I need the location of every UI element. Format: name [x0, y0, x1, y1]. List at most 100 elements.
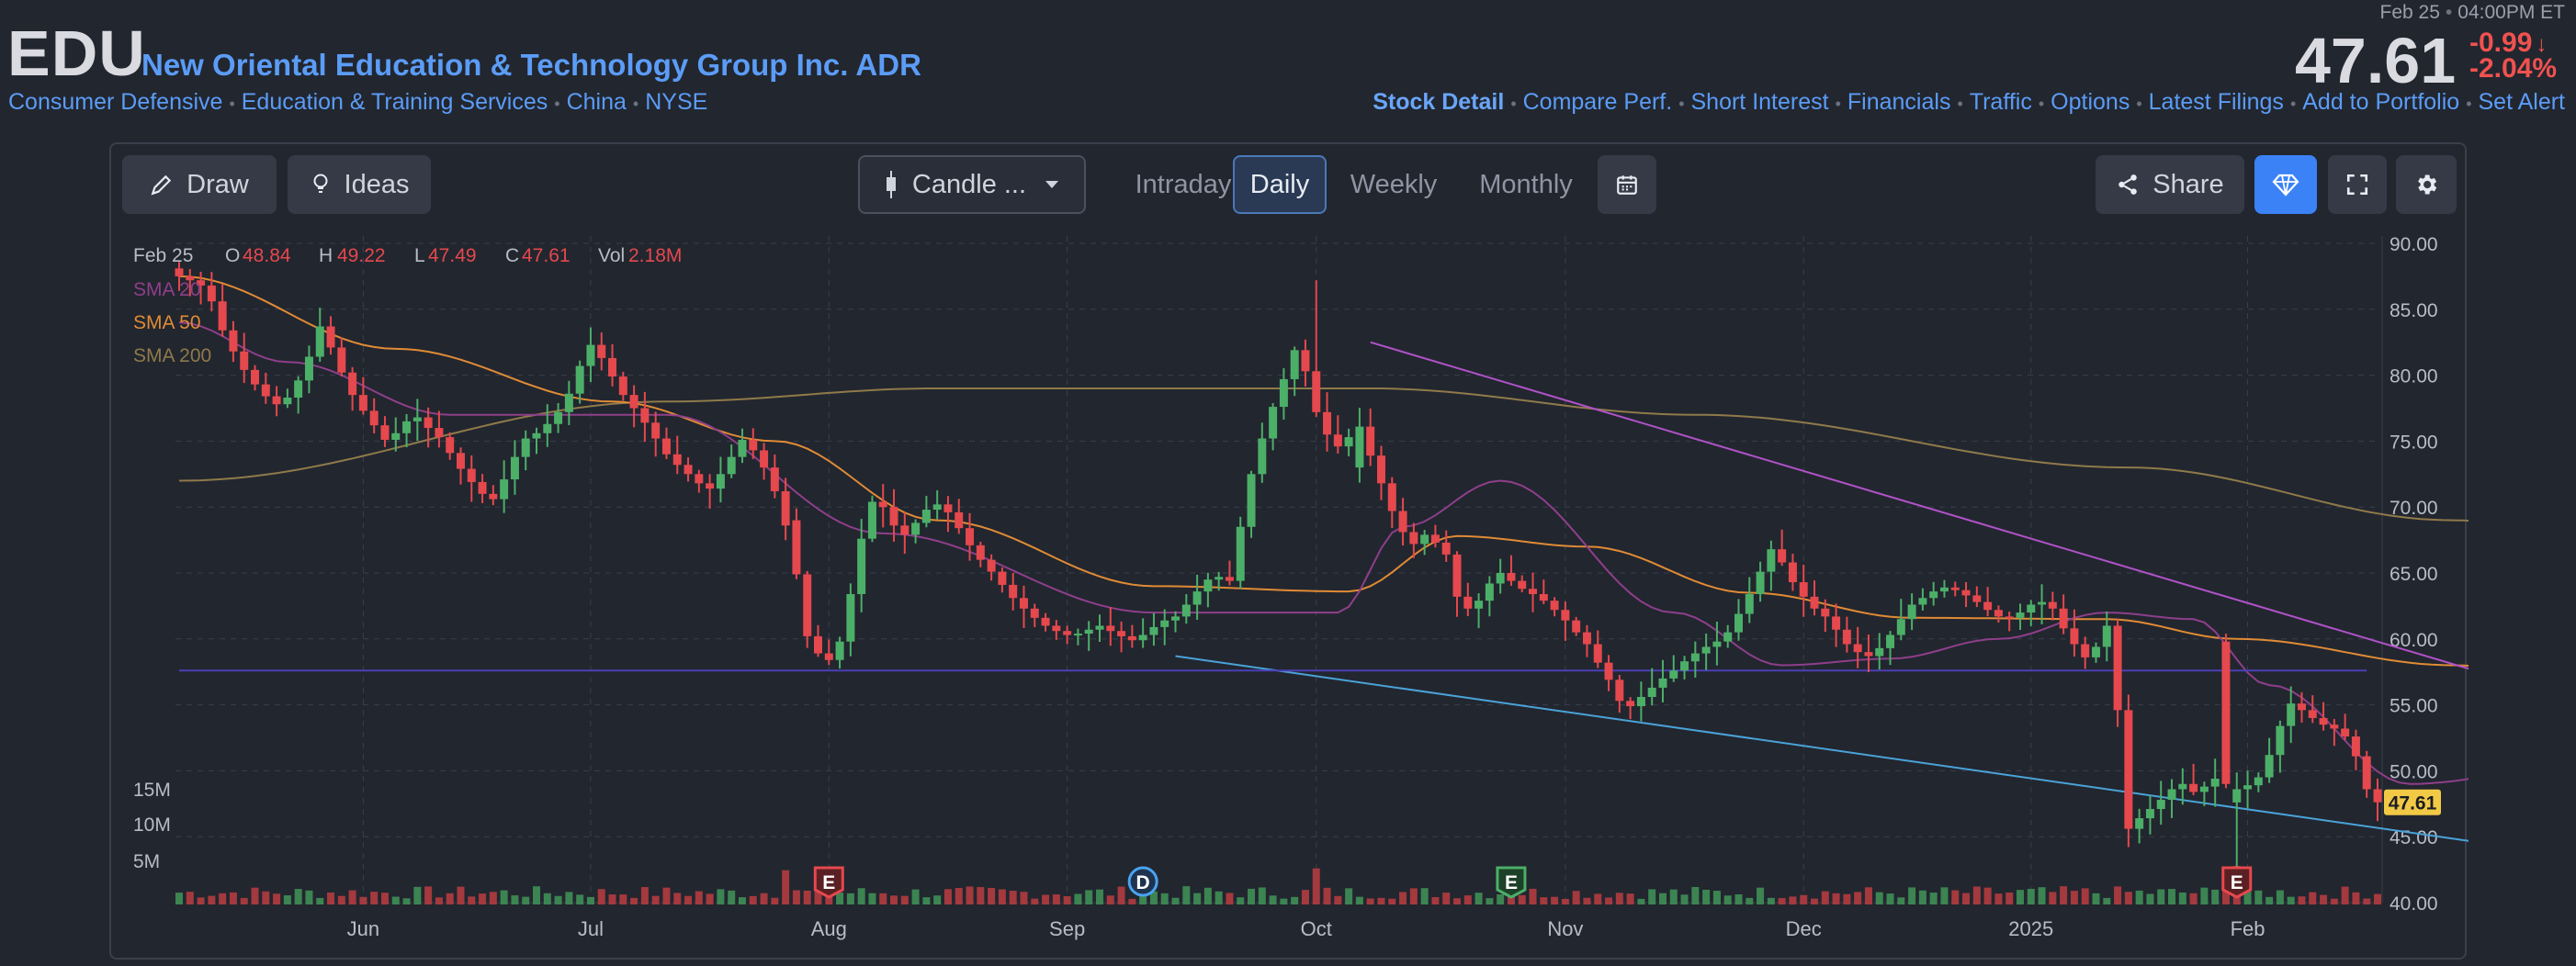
- volume-bar: [1171, 897, 1180, 904]
- candle-body: [998, 571, 1007, 585]
- nav-options[interactable]: Options: [2051, 89, 2130, 115]
- calendar-button[interactable]: [1598, 155, 1656, 214]
- candle: [1799, 564, 1808, 617]
- chart-type-select[interactable]: Candle ...: [858, 155, 1086, 214]
- pencil-icon: [151, 174, 172, 196]
- candle-body: [1312, 371, 1321, 412]
- candle-body: [987, 559, 996, 572]
- volume-bar: [1248, 888, 1256, 904]
- ideas-button[interactable]: Ideas: [288, 155, 431, 214]
- nav-compare-perf[interactable]: Compare Perf.: [1522, 89, 1673, 115]
- nav-set-alert[interactable]: Set Alert: [2478, 89, 2566, 115]
- candle: [391, 417, 401, 452]
- candle: [478, 474, 487, 504]
- nav-add-to-portfolio[interactable]: Add to Portfolio: [2302, 89, 2460, 115]
- volume-bar: [1561, 898, 1569, 904]
- ohlc-legend-item: L: [414, 245, 425, 266]
- sma50-line: [178, 275, 2469, 667]
- candle: [218, 284, 227, 337]
- settings-button[interactable]: [2396, 155, 2457, 214]
- calendar-icon: [1617, 175, 1637, 195]
- volume-bar: [1929, 893, 1938, 904]
- price-chart[interactable]: 90.00 85.00 80.00 75.00 70.00 65.00 60.00 55.00…: [111, 144, 2469, 961]
- candle-body: [2373, 789, 2382, 803]
- nav-traffic[interactable]: Traffic: [1969, 89, 2032, 115]
- share-button[interactable]: Share: [2096, 155, 2244, 214]
- ideas-label: Ideas: [344, 169, 410, 199]
- candle: [229, 320, 238, 363]
- volume-bar: [1453, 898, 1462, 904]
- volume-bar: [2027, 888, 2035, 904]
- candle: [1767, 540, 1776, 591]
- candle: [1723, 624, 1733, 648]
- candle-body: [1647, 687, 1656, 697]
- share-label: Share: [2152, 169, 2224, 199]
- nav-financials[interactable]: Financials: [1847, 89, 1951, 115]
- interval-daily[interactable]: Daily: [1233, 155, 1327, 214]
- fullscreen-icon: [2346, 174, 2368, 196]
- volume-bar: [380, 893, 389, 904]
- industry-link[interactable]: Education & Training Services: [241, 89, 548, 115]
- country-link[interactable]: China: [566, 89, 627, 115]
- candle-body: [380, 425, 390, 440]
- volume-bar: [1551, 896, 1559, 904]
- candle: [706, 474, 715, 509]
- event-marker-earnings-green: E: [1496, 866, 1527, 899]
- candle-body: [1485, 583, 1494, 601]
- candle-body: [412, 417, 422, 421]
- y-tick-label: 85.00: [2390, 300, 2438, 321]
- nav-short-interest[interactable]: Short Interest: [1690, 89, 1829, 115]
- premium-button[interactable]: [2254, 155, 2317, 214]
- candle: [1052, 620, 1061, 640]
- sector-link[interactable]: Consumer Defensive: [8, 89, 223, 115]
- volume-bar: [1778, 898, 1786, 904]
- candle-body: [651, 422, 661, 439]
- candle: [1290, 346, 1299, 397]
- candle: [2156, 781, 2165, 826]
- candle-body: [1041, 617, 1050, 626]
- exchange-link[interactable]: NYSE: [645, 89, 708, 115]
- volume-bar: [413, 886, 422, 904]
- candle: [543, 404, 552, 447]
- volume-bar: [1854, 892, 1862, 904]
- candle-body: [391, 432, 401, 440]
- candle: [435, 410, 444, 448]
- candle-body: [1063, 631, 1072, 635]
- interval-weekly[interactable]: Weekly: [1350, 169, 1438, 199]
- candle: [1896, 599, 1905, 641]
- candle: [998, 567, 1007, 593]
- draw-button[interactable]: Draw: [122, 155, 277, 214]
- candle: [1864, 634, 1873, 673]
- interval-intraday[interactable]: Intraday: [1135, 169, 1232, 199]
- candle-body: [1929, 591, 1938, 599]
- candle-body: [489, 493, 498, 500]
- candle: [1063, 625, 1072, 645]
- candle: [911, 519, 921, 544]
- nav-stock-detail[interactable]: Stock Detail: [1373, 89, 1505, 115]
- volume-bar: [2070, 891, 2078, 904]
- earnings-marker-shape: [1496, 866, 1527, 899]
- candle: [1301, 339, 1310, 387]
- volume-bar: [370, 892, 378, 904]
- volume-bar: [1301, 890, 1309, 904]
- candle-body: [727, 456, 736, 475]
- y-tick-label: 45.00: [2390, 827, 2438, 848]
- candle-body: [955, 511, 964, 529]
- candle-body: [2199, 786, 2209, 792]
- candle: [1788, 554, 1797, 591]
- interval-monthly[interactable]: Monthly: [1479, 169, 1573, 199]
- candle: [857, 519, 866, 612]
- candle: [1886, 631, 1895, 666]
- fullscreen-button[interactable]: [2328, 155, 2387, 214]
- nav-latest-filings[interactable]: Latest Filings: [2148, 89, 2284, 115]
- candle: [1041, 612, 1050, 632]
- candle: [2027, 600, 2036, 626]
- company-name[interactable]: New Oriental Education & Technology Grou…: [141, 48, 921, 82]
- candle-body: [760, 450, 769, 468]
- volume-bar: [1182, 886, 1191, 904]
- volume-bar: [402, 898, 411, 904]
- candle: [629, 385, 638, 428]
- volume-bar: [1442, 893, 1451, 904]
- candle-body: [1095, 625, 1104, 630]
- candle: [1745, 577, 1754, 623]
